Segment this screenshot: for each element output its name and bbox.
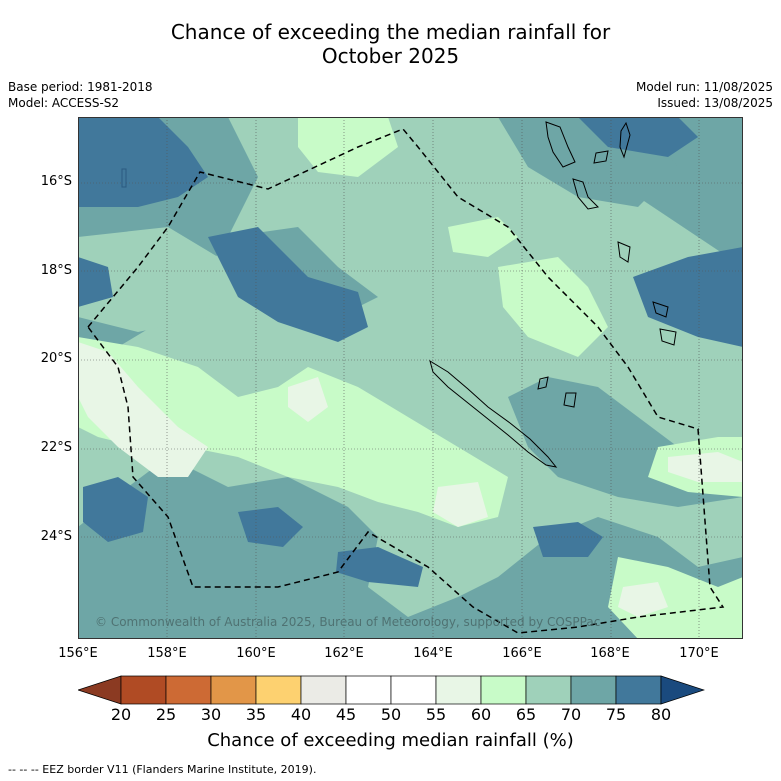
model-run: Model run: 11/08/2025 [635, 80, 773, 94]
colorbar-segment [345, 675, 392, 705]
vanuatu-island-4 [617, 241, 631, 263]
vanuatu-island-2 [593, 150, 609, 164]
colorbar-extend-low [78, 675, 122, 705]
colorbar-segment [210, 675, 257, 705]
colorbar-segment [525, 675, 572, 705]
contour-55-60-patch-2 [433, 482, 488, 527]
rainfall-map [78, 117, 743, 639]
contour-55-60-patch-1 [288, 377, 328, 422]
issued-date: Issued: 13/08/2025 [657, 96, 773, 110]
colorbar-tick-label: 25 [155, 705, 177, 724]
vanuatu-island-6 [659, 328, 677, 346]
contour-55-60-west [78, 342, 208, 477]
colorbar-segment [615, 675, 662, 705]
colorbar-label: Chance of exceeding median rainfall (%) [207, 730, 574, 751]
lon-label-156e: 156°E [58, 646, 98, 661]
colorbar-tick-label: 40 [290, 705, 312, 724]
colorbar-tick-label: 30 [200, 705, 222, 724]
colorbar-extend-high [660, 675, 705, 705]
contour-75-80-southwest [83, 477, 148, 542]
colorbar [78, 675, 705, 705]
colorbar-tick-label: 20 [110, 705, 132, 724]
contour-75-80-south-2 [336, 547, 423, 587]
eez-border [87, 128, 725, 634]
colorbar-tick-label: 45 [335, 705, 357, 724]
contour-75-80-south-1 [238, 507, 303, 547]
loyalty-island-2 [563, 392, 577, 408]
contour-60-65-southwest [78, 337, 508, 527]
lon-label-158e: 158°E [147, 646, 187, 661]
model-name: Model: ACCESS-S2 [8, 96, 120, 110]
contour-75-80-centre [208, 227, 368, 342]
lat-label-24s: 24°S [40, 529, 72, 544]
base-period: Base period: 1981-2018 [8, 80, 153, 94]
contour-70-75-south [78, 457, 743, 639]
loyalty-island-1 [537, 376, 549, 390]
new-caledonia-outline [429, 359, 558, 468]
colorbar-tick-label: 65 [515, 705, 537, 724]
lon-label-168e: 168°E [590, 646, 630, 661]
colorbar-tick-label: 60 [470, 705, 492, 724]
colorbar-tick-label: 70 [560, 705, 582, 724]
vanuatu-island-5 [652, 301, 669, 318]
colorbar-segment [435, 675, 482, 705]
small-island [121, 168, 127, 188]
lon-label-164e: 164°E [413, 646, 453, 661]
lat-label-18s: 18°S [40, 263, 72, 278]
colorbar-segment [390, 675, 437, 705]
map-panel: © Commonwealth of Australia 2025, Bureau… [78, 117, 743, 639]
contour-75-80-west-edge [78, 257, 113, 307]
lon-label-170e: 170°E [679, 646, 719, 661]
colorbar-tick-label: 80 [650, 705, 672, 724]
colorbar-segment [165, 675, 212, 705]
contour-60-65-patch [448, 217, 518, 257]
lat-label-16s: 16°S [40, 174, 72, 189]
lon-label-162e: 162°E [324, 646, 364, 661]
lon-label-160e: 160°E [236, 646, 276, 661]
colorbar-segment [300, 675, 347, 705]
vanuatu-island-7 [619, 121, 631, 159]
vanuatu-island-3 [572, 178, 600, 210]
colorbar-tick-label: 75 [605, 705, 627, 724]
vanuatu-island-1 [545, 121, 576, 168]
contour-65-70-west [78, 227, 218, 332]
contour-60-65-north [298, 117, 398, 177]
contour-60-65-southeast [608, 557, 743, 639]
contour-75-80-south-3 [533, 522, 603, 557]
contour-75-80-northwest [78, 117, 208, 207]
colorbar-segment [120, 675, 167, 705]
title-line-2: October 2025 [321, 44, 460, 68]
contour-75-80-northeast [578, 117, 698, 157]
colorbar-segment [570, 675, 617, 705]
contour-60-65-newcal-north [498, 257, 608, 357]
lon-label-166e: 166°E [502, 646, 542, 661]
lat-label-22s: 22°S [40, 440, 72, 455]
eez-footnote: -- -- -- EEZ border V11 (Flanders Marine… [8, 763, 317, 776]
contour-55-60-patch-3 [668, 452, 743, 482]
colorbar-tick-label: 35 [245, 705, 267, 724]
colorbar-segment [480, 675, 527, 705]
graticule [78, 117, 743, 639]
contour-55-60-patch-4 [618, 582, 668, 617]
colorbar-segment [255, 675, 302, 705]
colorbar-tick-label: 50 [380, 705, 402, 724]
lat-label-20s: 20°S [40, 351, 72, 366]
contour-75-80-east [633, 247, 743, 347]
title-line-1: Chance of exceeding the median rainfall … [170, 20, 611, 44]
colorbar-tick-label: 55 [425, 705, 447, 724]
copyright-notice: © Commonwealth of Australia 2025, Bureau… [95, 615, 601, 629]
